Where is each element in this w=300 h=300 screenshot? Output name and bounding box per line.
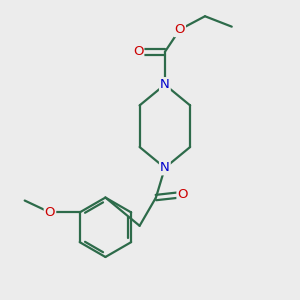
Text: O: O [45,206,55,219]
Text: O: O [175,23,185,36]
Text: O: O [177,188,188,201]
Text: N: N [160,161,170,174]
Text: O: O [133,45,143,58]
Text: N: N [160,78,170,91]
